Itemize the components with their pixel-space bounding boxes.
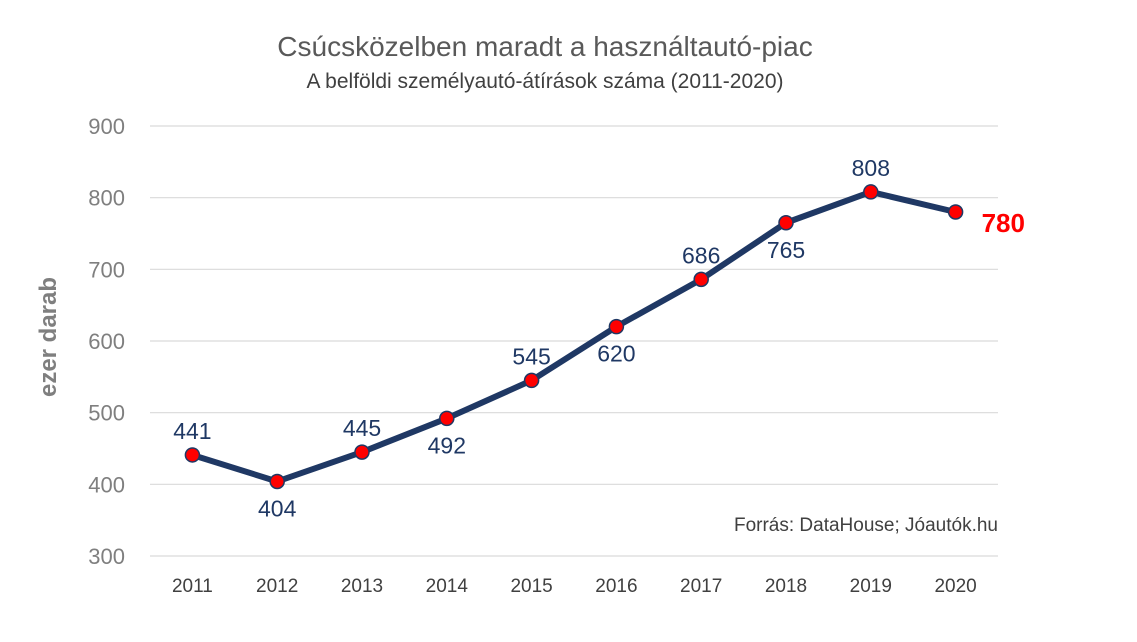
- data-point: [523, 372, 540, 389]
- data-point: [608, 318, 625, 335]
- chart-subtitle: A belföldi személyautó-átírások száma (2…: [306, 70, 783, 93]
- data-point: [863, 184, 879, 200]
- x-tick-label: 2017: [680, 576, 722, 597]
- x-tick-label: 2015: [510, 576, 552, 597]
- y-tick-label: 900: [88, 114, 125, 139]
- data-label: 808: [852, 155, 890, 181]
- series-layer: [184, 184, 964, 490]
- x-tick-label: 2019: [850, 576, 892, 597]
- data-label: 545: [512, 343, 550, 369]
- data-point: [947, 204, 964, 220]
- chart-title: Csúcsközelben maradt a használtautó-piac: [277, 31, 812, 62]
- data-label: 686: [682, 242, 720, 268]
- y-tick-label: 400: [88, 472, 125, 497]
- series-line: [189, 188, 959, 485]
- x-tick-label: 2013: [341, 576, 383, 597]
- gridlines: [150, 125, 998, 557]
- data-label: 492: [428, 432, 466, 458]
- y-tick-label: 800: [88, 186, 125, 211]
- x-tick-label: 2020: [934, 576, 976, 597]
- x-tick-label: 2014: [426, 576, 469, 597]
- data-point: [269, 473, 285, 490]
- y-tick-label: 700: [88, 257, 125, 282]
- data-point: [439, 410, 455, 427]
- data-label: 765: [767, 237, 805, 263]
- data-point: [778, 215, 794, 231]
- data-point: [184, 447, 201, 463]
- y-tick-label: 300: [88, 544, 125, 569]
- y-tick-label: 500: [88, 401, 125, 426]
- source-note: Forrás: DataHouse; Jóautók.hu: [734, 515, 998, 536]
- y-axis-label: ezer darab: [35, 277, 62, 397]
- data-label: 441: [173, 418, 211, 444]
- y-axis-ticks: 300 400 500 600 700 800 900: [88, 114, 125, 569]
- x-tick-label: 2012: [256, 576, 298, 597]
- data-label: 404: [258, 495, 297, 521]
- data-label: 445: [343, 415, 381, 441]
- x-axis-ticks: 2011 2012 2013 2014 2015 2016 2017 2018 2019 2020: [172, 576, 977, 597]
- data-labels: 441 404 445 492 545 620 686 765 808 780: [173, 155, 1025, 522]
- data-point: [693, 271, 709, 288]
- data-label: 780: [982, 208, 1025, 238]
- x-tick-label: 2011: [172, 576, 213, 597]
- y-tick-label: 600: [88, 329, 125, 354]
- data-label: 620: [597, 341, 635, 367]
- x-tick-label: 2018: [765, 576, 807, 597]
- data-point: [354, 444, 370, 460]
- x-tick-label: 2016: [595, 576, 637, 597]
